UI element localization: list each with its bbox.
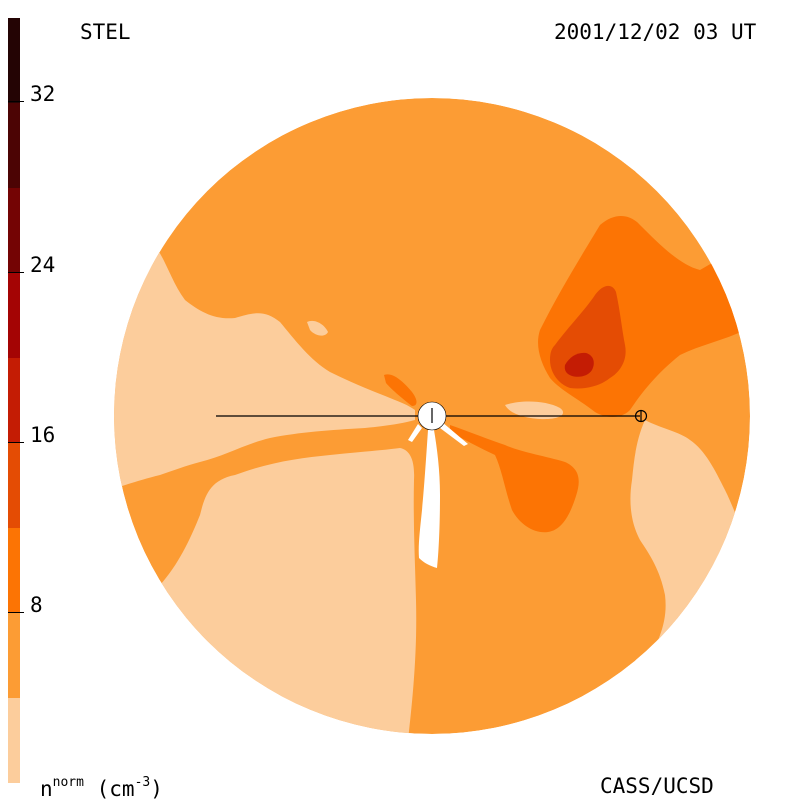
colorbar-tick bbox=[8, 442, 24, 443]
units-superscript: norm bbox=[52, 775, 84, 790]
map-light-region-left bbox=[114, 230, 415, 490]
map-orange-patch bbox=[384, 374, 417, 406]
colorbar-segment bbox=[8, 613, 20, 698]
colorbar-segment bbox=[8, 443, 20, 528]
colorbar-segment bbox=[8, 18, 20, 103]
colorbar-segment bbox=[8, 103, 20, 188]
timestamp-label: 2001/12/02 03 UT bbox=[554, 20, 757, 44]
occulted-streak bbox=[440, 422, 468, 446]
earth-icon bbox=[634, 409, 648, 423]
colorbar-tick-label: 16 bbox=[30, 423, 56, 447]
colorbar-segment bbox=[8, 273, 20, 358]
colorbar-segment bbox=[8, 528, 20, 613]
map-orange-region-lower bbox=[450, 425, 579, 533]
credit-label: CASS/UCSD bbox=[600, 774, 714, 798]
colorbar-tick bbox=[8, 272, 24, 273]
units-close: ) bbox=[150, 777, 163, 801]
units-unit: (cm bbox=[96, 777, 135, 801]
units-label: nnorm (cm-3) bbox=[40, 776, 163, 800]
instrument-label: STEL bbox=[80, 20, 131, 44]
map-red-region bbox=[564, 352, 594, 377]
colorbar-tick-label: 24 bbox=[30, 253, 56, 277]
occulted-streak bbox=[408, 424, 422, 442]
occulted-region bbox=[418, 430, 440, 568]
colorbar-segment bbox=[8, 698, 20, 783]
colorbar-segment bbox=[8, 188, 20, 273]
colorbar-tick bbox=[8, 612, 24, 613]
map-light-patch bbox=[307, 320, 328, 336]
colorbar bbox=[8, 18, 20, 783]
units-symbol: n bbox=[40, 777, 53, 801]
colorbar-tick bbox=[8, 101, 24, 102]
units-exponent: -3 bbox=[134, 775, 151, 790]
colorbar-tick-label: 8 bbox=[30, 593, 43, 617]
colorbar-tick-label: 32 bbox=[30, 82, 56, 106]
map-light-patch bbox=[505, 401, 564, 420]
colorbar-segment bbox=[8, 358, 20, 443]
